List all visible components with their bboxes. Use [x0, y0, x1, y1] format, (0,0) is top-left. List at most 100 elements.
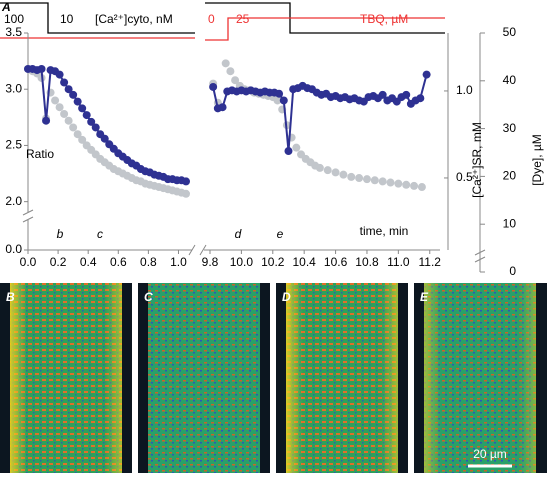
- x-tick-label: 10.0: [230, 255, 254, 269]
- x-tick-label: 0.6: [110, 255, 127, 269]
- y2-tick-label: 20: [503, 169, 517, 183]
- data-point: [386, 178, 395, 187]
- data-point: [87, 117, 96, 126]
- data-point: [100, 134, 109, 143]
- y-tick-label: 3.0: [5, 81, 22, 95]
- data-point: [402, 180, 411, 189]
- data-point: [73, 130, 82, 139]
- data-point: [273, 96, 282, 105]
- data-point: [416, 94, 425, 103]
- data-point: [64, 116, 73, 125]
- y-tick-label: 3.5: [5, 25, 22, 39]
- data-point: [331, 168, 340, 177]
- data-point: [73, 97, 82, 106]
- data-point: [51, 96, 60, 105]
- data-point: [292, 143, 301, 152]
- annotation: b: [57, 227, 64, 241]
- stimulus-label: 25: [236, 12, 250, 26]
- series-line: [28, 67, 428, 183]
- data-point: [182, 189, 190, 198]
- stimulus-label: TBQ, µM: [360, 12, 408, 26]
- data-point: [69, 90, 78, 99]
- data-point: [362, 175, 371, 184]
- data-point: [339, 170, 348, 179]
- data-point: [78, 104, 87, 113]
- x-tick-label: 10.8: [355, 255, 379, 269]
- axis-break: [474, 249, 486, 263]
- data-point: [82, 111, 91, 120]
- x-tick-label: 0.0: [20, 255, 37, 269]
- cyto-trace: [0, 2, 195, 34]
- data-point: [209, 82, 218, 91]
- y3-tick-label: 0.5: [456, 170, 473, 184]
- data-point: [378, 177, 387, 186]
- image-d: [276, 283, 408, 473]
- data-point: [78, 135, 87, 144]
- annotation: e: [277, 227, 284, 241]
- annotation: d: [235, 227, 242, 241]
- y2-tick-label: 30: [503, 121, 517, 135]
- annotation: c: [97, 227, 103, 241]
- data-point: [60, 78, 69, 87]
- data-point: [69, 123, 78, 132]
- image-e: [414, 283, 547, 473]
- axis-break: [22, 209, 207, 256]
- data-point: [231, 76, 240, 85]
- panel-label: A: [1, 0, 11, 14]
- data-point: [422, 70, 431, 79]
- axis: [447, 33, 481, 272]
- data-point: [347, 172, 356, 181]
- data-point: [91, 123, 100, 132]
- y2-tick-label: 40: [503, 73, 517, 87]
- image-c: [138, 283, 270, 473]
- stimulus-label: 10: [60, 12, 74, 26]
- data-point: [370, 176, 379, 185]
- data-point: [402, 90, 411, 99]
- image-label: B: [6, 290, 15, 304]
- y2-tick-label: 10: [503, 216, 517, 230]
- data-point: [275, 89, 284, 98]
- x-tick-label: 0.2: [50, 255, 67, 269]
- data-point: [410, 181, 419, 190]
- image-label: D: [282, 290, 291, 304]
- axis: [27, 33, 440, 251]
- annotation: Ratio: [26, 147, 54, 161]
- y-tick-label: 2.0: [5, 194, 22, 208]
- tbq-trace: [205, 17, 445, 41]
- data-point: [55, 103, 64, 112]
- x-tick-label: 0.8: [140, 255, 157, 269]
- data-point: [226, 67, 235, 76]
- y2-tick-label: 0: [509, 264, 516, 278]
- data-point: [355, 174, 364, 183]
- x-tick-label: 11.0: [387, 255, 410, 269]
- image-label: C: [144, 290, 153, 304]
- data-point: [60, 109, 69, 118]
- stimulus-label: 100: [4, 12, 24, 26]
- data-point: [417, 183, 426, 192]
- y3-axis-label: [Ca²⁺]SR, mM: [470, 122, 484, 198]
- data-point: [323, 166, 332, 175]
- data-point: [315, 163, 324, 172]
- data-point: [221, 59, 230, 68]
- data-point: [182, 177, 190, 186]
- x-tick-label: 10.6: [324, 255, 348, 269]
- data-point: [378, 90, 387, 99]
- scale-bar-label: 20 µm: [473, 447, 507, 461]
- x-tick-label: 1.0: [170, 255, 187, 269]
- data-point: [218, 103, 227, 112]
- stimulus-label: 0: [208, 12, 215, 26]
- x-tick-label: 10.4: [292, 255, 316, 269]
- data-point: [42, 116, 51, 125]
- y-tick-label: 2.5: [5, 138, 22, 152]
- data-point: [284, 147, 293, 156]
- stimulus-label: [Ca²⁺]cyto, nM: [95, 12, 173, 26]
- y-tick-label: 0.0: [5, 242, 22, 256]
- image-b: [0, 283, 132, 473]
- image-label: E: [420, 290, 429, 304]
- x-axis-label: time, min: [360, 224, 409, 238]
- data-point: [37, 64, 46, 73]
- data-point: [394, 179, 403, 188]
